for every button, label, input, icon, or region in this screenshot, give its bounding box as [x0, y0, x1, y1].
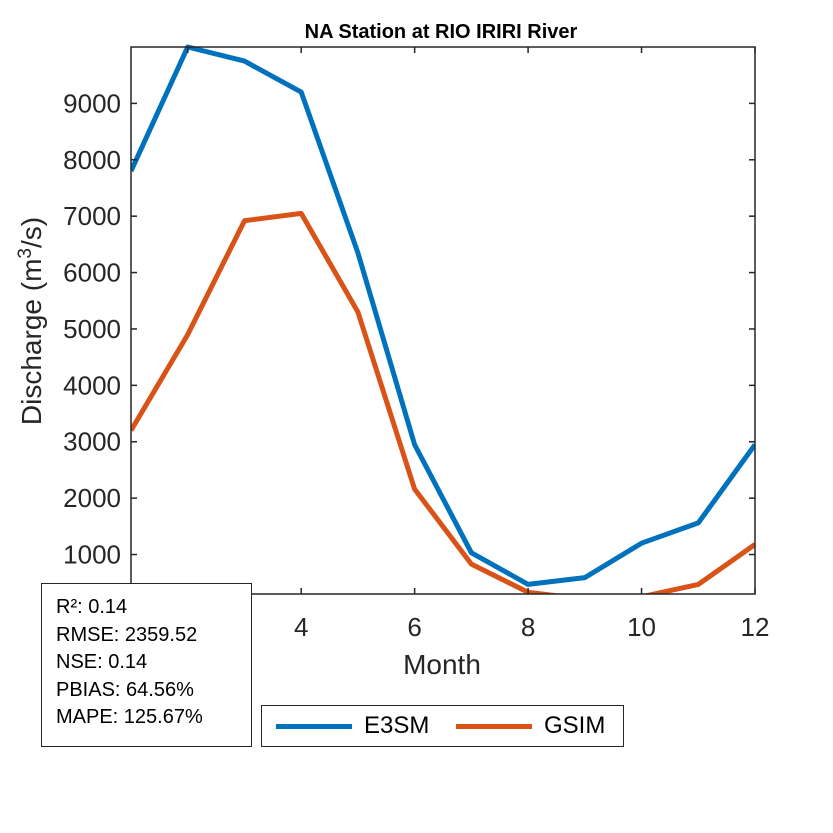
legend: E3SM GSIM	[261, 705, 624, 747]
stats-nse: NSE: 0.14	[56, 651, 148, 674]
series-line-e3sm	[131, 44, 755, 587]
plot-area	[131, 47, 755, 594]
x-tick-label: 8	[521, 612, 535, 642]
legend-label-e3sm: E3SM	[364, 712, 430, 739]
stats-pbias: PBIAS: 64.56%	[56, 678, 194, 701]
x-tick-label: 12	[741, 612, 770, 642]
y-tick-label: 1000	[63, 540, 121, 570]
y-tick-label: 9000	[63, 88, 121, 118]
legend-label-gsim: GSIM	[544, 712, 606, 739]
stats-box: R²: 0.14 RMSE: 2359.52 NSE: 0.14 PBIAS: …	[41, 583, 252, 747]
axes-layer	[130, 46, 756, 595]
chart-title: NA Station at RIO IRIRI River	[305, 21, 578, 43]
series-layer	[131, 44, 755, 594]
legend-entry-e3sm: E3SM	[276, 706, 429, 746]
x-tick-label: 6	[407, 612, 421, 642]
plot-frame	[130, 46, 756, 595]
x-axis-label: Month	[403, 649, 481, 680]
y-axis-label-base: Discharge (m	[16, 259, 47, 425]
y-tick-label: 7000	[63, 201, 121, 231]
stats-rmse: RMSE: 2359.52	[56, 623, 198, 646]
x-tick-label: 10	[627, 612, 656, 642]
y-tick-label: 4000	[63, 370, 121, 400]
legend-entry-gsim: GSIM	[456, 706, 605, 746]
y-tick-label: 5000	[63, 314, 121, 344]
y-axis-label-tail: /s)	[16, 217, 47, 248]
y-axis-label-sup: 3	[15, 248, 36, 259]
legend-swatch-e3sm	[276, 723, 352, 729]
legend-swatch-gsim	[456, 723, 532, 729]
y-tick-label: 2000	[63, 483, 121, 513]
stats-r2: R²: 0.14	[56, 596, 128, 618]
x-tick-label: 4	[294, 612, 308, 642]
y-tick-label: 3000	[63, 427, 121, 457]
y-tick-label: 6000	[63, 258, 121, 288]
y-axis-label: Discharge (m3/s)	[15, 217, 48, 425]
series-line-gsim	[131, 210, 755, 594]
y-tick-label: 8000	[63, 145, 121, 175]
stats-mape: MAPE: 125.67%	[56, 706, 203, 729]
